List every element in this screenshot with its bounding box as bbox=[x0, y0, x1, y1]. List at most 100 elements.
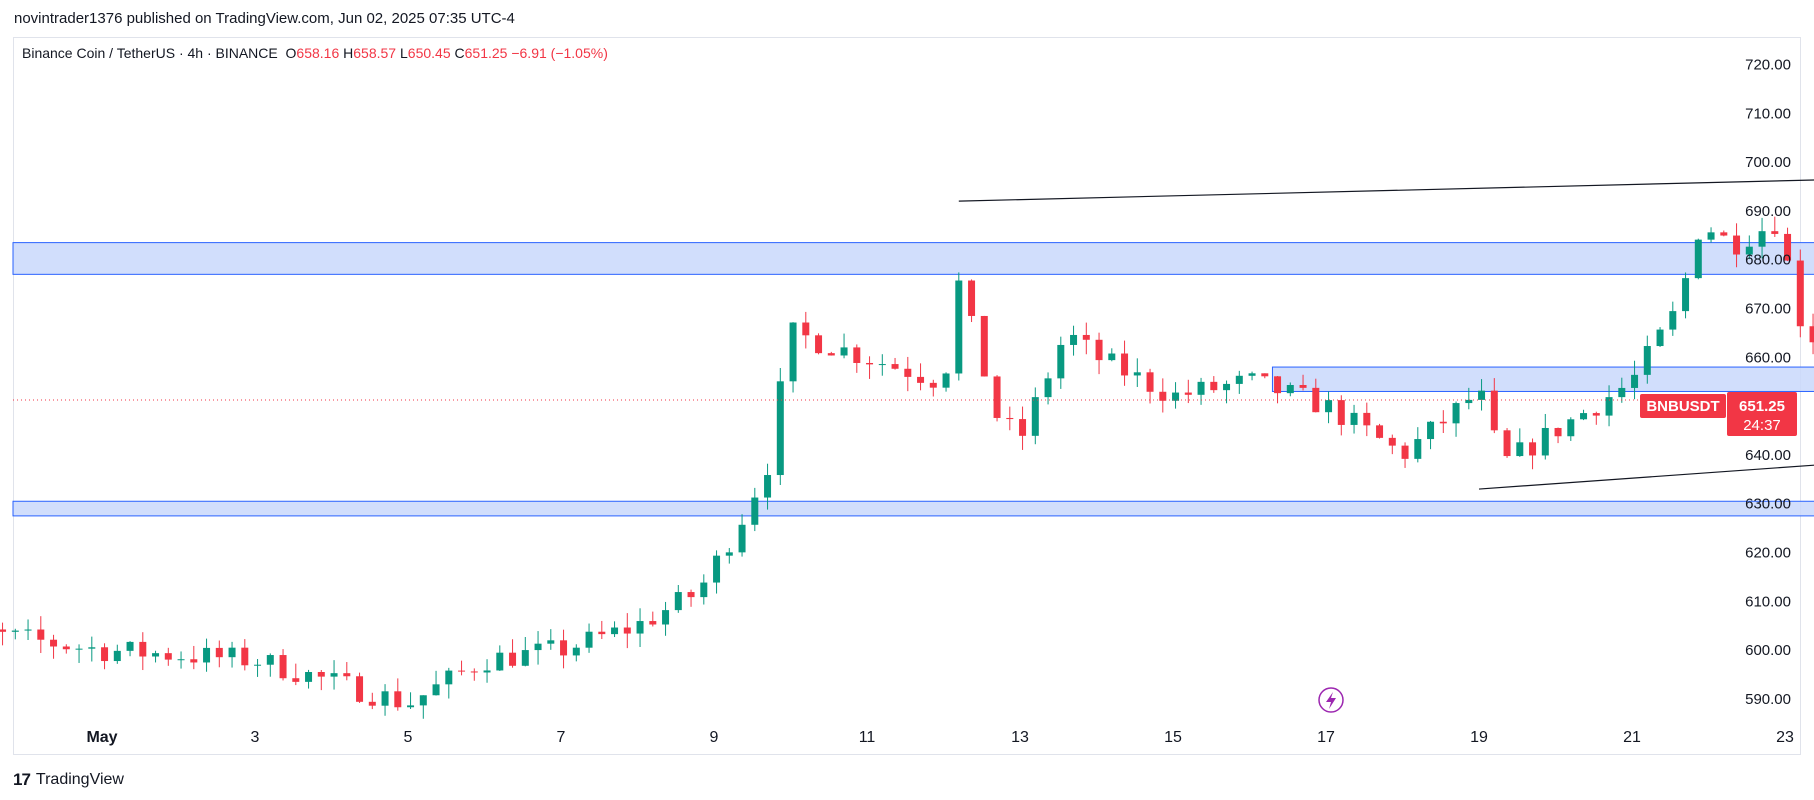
candle bbox=[1541, 413, 1549, 460]
x-tick-label: 17 bbox=[1317, 729, 1335, 746]
y-tick-label: 660.00 bbox=[1745, 349, 1791, 366]
candle bbox=[1070, 325, 1078, 356]
candle bbox=[1758, 217, 1766, 259]
y-tick-label: 620.00 bbox=[1745, 545, 1791, 562]
trendline-0[interactable] bbox=[958, 152, 1814, 202]
zones-layer: 681655634.76 bbox=[12, 242, 1814, 517]
candle bbox=[37, 616, 45, 654]
candle bbox=[598, 620, 606, 640]
candle bbox=[764, 463, 772, 510]
candle bbox=[1554, 427, 1562, 444]
candle bbox=[636, 608, 644, 647]
candle bbox=[1159, 378, 1167, 413]
candle bbox=[407, 692, 415, 709]
candle bbox=[1044, 372, 1052, 405]
price-tag-ticker-bg bbox=[1640, 394, 1726, 418]
candle bbox=[917, 363, 925, 391]
candle bbox=[470, 668, 478, 681]
lightning-icon[interactable] bbox=[1318, 687, 1344, 713]
candle bbox=[266, 653, 274, 677]
x-tick-label: 5 bbox=[404, 729, 413, 746]
candle bbox=[1694, 238, 1702, 280]
candle bbox=[534, 631, 542, 665]
x-tick-label: 13 bbox=[1011, 729, 1029, 746]
zone-1[interactable] bbox=[1271, 366, 1814, 392]
y-tick-label: 640.00 bbox=[1745, 447, 1791, 464]
candle bbox=[215, 640, 223, 668]
candle bbox=[904, 356, 912, 392]
candle bbox=[1133, 358, 1141, 387]
candle bbox=[228, 641, 236, 668]
candle bbox=[1401, 442, 1409, 468]
candle bbox=[1095, 332, 1103, 375]
tradingview-logo-icon[interactable]: 17 bbox=[13, 770, 31, 789]
candle bbox=[139, 632, 147, 671]
candle bbox=[891, 357, 899, 370]
candle bbox=[1516, 428, 1524, 457]
candle bbox=[1184, 379, 1192, 404]
candle bbox=[1363, 402, 1371, 437]
y-tick-label: 710.00 bbox=[1745, 105, 1791, 122]
candle bbox=[1643, 335, 1651, 384]
y-tick-label: 630.00 bbox=[1745, 496, 1791, 513]
candle bbox=[853, 344, 861, 373]
candle bbox=[1350, 404, 1358, 434]
candle bbox=[1019, 406, 1027, 450]
x-tick-label: 11 bbox=[859, 729, 876, 746]
candle bbox=[1210, 376, 1218, 393]
candle bbox=[1580, 409, 1588, 421]
candle bbox=[1503, 428, 1511, 458]
candle bbox=[776, 368, 784, 485]
candle bbox=[509, 639, 517, 668]
candle bbox=[1427, 420, 1435, 450]
legend-change: −6.91 (−1.05%) bbox=[511, 45, 608, 61]
candle bbox=[1235, 370, 1243, 394]
candle bbox=[1733, 223, 1741, 268]
candle bbox=[305, 669, 313, 689]
candle bbox=[751, 487, 759, 532]
candle bbox=[190, 645, 198, 670]
zone-0[interactable] bbox=[12, 242, 1814, 275]
candle bbox=[840, 333, 848, 359]
candle bbox=[445, 667, 453, 699]
candle bbox=[1274, 375, 1282, 404]
x-tick-label: 9 bbox=[710, 729, 719, 746]
candle bbox=[1108, 348, 1116, 362]
y-tick-label: 610.00 bbox=[1745, 593, 1791, 610]
trendline-1[interactable] bbox=[1478, 372, 1814, 490]
candle bbox=[1376, 423, 1384, 439]
candle bbox=[1656, 327, 1664, 347]
candle bbox=[521, 636, 529, 667]
candle bbox=[0, 622, 7, 646]
x-tick-label: 7 bbox=[557, 729, 566, 746]
candle bbox=[113, 644, 121, 664]
candle bbox=[980, 315, 988, 377]
candle bbox=[1172, 382, 1180, 409]
candle bbox=[1439, 410, 1447, 433]
candle bbox=[419, 695, 427, 719]
candle bbox=[1325, 391, 1333, 424]
price-tag-price: 651.25 bbox=[1739, 398, 1785, 415]
candle bbox=[1605, 385, 1613, 427]
footer-brand[interactable]: TradingView bbox=[35, 771, 124, 788]
candle bbox=[317, 669, 325, 691]
candle bbox=[88, 636, 96, 662]
candle bbox=[368, 692, 376, 710]
legend-close-value: 651.25 bbox=[464, 45, 508, 61]
candle bbox=[1809, 313, 1814, 355]
candle bbox=[802, 311, 810, 349]
candle bbox=[177, 651, 185, 669]
candle bbox=[1682, 272, 1690, 319]
candle bbox=[572, 644, 580, 662]
zone-2[interactable] bbox=[12, 500, 1814, 517]
candle bbox=[674, 584, 682, 613]
candle bbox=[279, 649, 287, 681]
candle bbox=[1337, 395, 1345, 436]
candle bbox=[101, 643, 109, 670]
candle bbox=[687, 589, 695, 607]
candle bbox=[1031, 387, 1039, 445]
chart-frame bbox=[13, 37, 1801, 755]
candle bbox=[662, 601, 670, 636]
candle bbox=[432, 670, 440, 696]
